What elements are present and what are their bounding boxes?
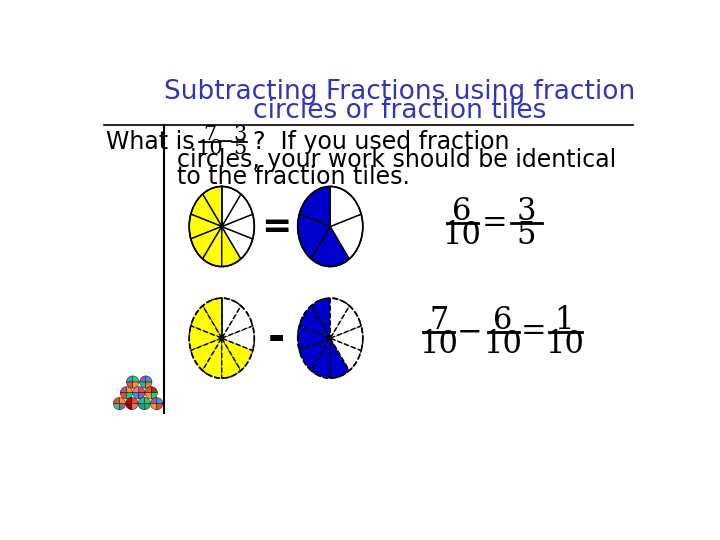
Wedge shape	[120, 387, 127, 393]
Polygon shape	[222, 186, 241, 226]
Polygon shape	[222, 338, 241, 378]
Wedge shape	[140, 382, 145, 388]
Wedge shape	[138, 397, 144, 403]
Wedge shape	[126, 403, 132, 410]
Polygon shape	[222, 298, 241, 338]
Polygon shape	[222, 214, 254, 239]
Text: 5: 5	[233, 139, 246, 158]
Text: 5: 5	[516, 220, 536, 251]
Polygon shape	[330, 338, 349, 378]
Wedge shape	[132, 376, 139, 382]
Wedge shape	[157, 403, 163, 410]
Wedge shape	[127, 387, 132, 393]
Wedge shape	[113, 397, 120, 403]
Polygon shape	[297, 214, 330, 259]
Text: 10: 10	[197, 139, 223, 158]
Text: -: -	[267, 317, 284, 359]
Polygon shape	[202, 298, 222, 338]
Polygon shape	[191, 194, 222, 226]
Polygon shape	[311, 298, 330, 338]
Polygon shape	[330, 186, 361, 226]
Wedge shape	[132, 397, 138, 403]
Wedge shape	[132, 403, 138, 410]
Text: ?  If you used fraction: ? If you used fraction	[253, 130, 509, 154]
Wedge shape	[127, 376, 132, 382]
Text: 3: 3	[516, 195, 536, 227]
Wedge shape	[120, 397, 126, 403]
Wedge shape	[127, 382, 132, 388]
Polygon shape	[311, 226, 349, 267]
Polygon shape	[311, 338, 330, 378]
Polygon shape	[222, 338, 253, 370]
Text: −: −	[457, 316, 482, 348]
Text: 7: 7	[429, 305, 449, 336]
Wedge shape	[139, 393, 145, 399]
Polygon shape	[222, 306, 253, 338]
Wedge shape	[145, 376, 152, 382]
Text: =: =	[482, 208, 508, 239]
Polygon shape	[189, 326, 222, 350]
Polygon shape	[202, 226, 222, 267]
Text: 10: 10	[545, 329, 584, 360]
Text: 7: 7	[204, 125, 217, 144]
Polygon shape	[297, 326, 330, 350]
Wedge shape	[132, 382, 139, 388]
Text: 6: 6	[493, 305, 513, 336]
Text: 1: 1	[554, 305, 574, 336]
Wedge shape	[151, 393, 158, 399]
Wedge shape	[127, 393, 132, 399]
Polygon shape	[222, 226, 253, 259]
Wedge shape	[151, 387, 158, 393]
Wedge shape	[138, 403, 144, 410]
Wedge shape	[132, 387, 139, 393]
Wedge shape	[132, 393, 139, 399]
Text: −: −	[215, 131, 234, 153]
Wedge shape	[140, 376, 145, 382]
Text: circles or fraction tiles: circles or fraction tiles	[253, 98, 546, 124]
Polygon shape	[300, 186, 330, 226]
Text: =: =	[521, 316, 546, 348]
Text: =: =	[261, 210, 291, 244]
Polygon shape	[189, 214, 222, 239]
Wedge shape	[144, 397, 150, 403]
Text: to the fraction tiles.: to the fraction tiles.	[177, 165, 410, 189]
Wedge shape	[126, 397, 132, 403]
Wedge shape	[145, 393, 151, 399]
Polygon shape	[191, 306, 222, 338]
Polygon shape	[222, 226, 241, 267]
Polygon shape	[300, 338, 330, 370]
Wedge shape	[150, 403, 157, 410]
Polygon shape	[191, 226, 222, 259]
Polygon shape	[330, 214, 363, 259]
Text: circles, your work should be identical: circles, your work should be identical	[177, 147, 616, 172]
Polygon shape	[330, 338, 361, 370]
Wedge shape	[150, 397, 157, 403]
Wedge shape	[145, 387, 151, 393]
Polygon shape	[330, 326, 363, 350]
Wedge shape	[145, 382, 152, 388]
Text: What is: What is	[106, 130, 194, 154]
Polygon shape	[330, 298, 349, 338]
Wedge shape	[120, 403, 126, 410]
Polygon shape	[222, 326, 254, 350]
Polygon shape	[222, 194, 253, 226]
Polygon shape	[330, 306, 361, 338]
Text: 10: 10	[419, 329, 458, 360]
Text: 10: 10	[443, 220, 482, 251]
Text: Subtracting Fractions using fraction: Subtracting Fractions using fraction	[164, 79, 636, 105]
Polygon shape	[202, 186, 222, 226]
Wedge shape	[139, 387, 145, 393]
Text: 6: 6	[452, 195, 472, 227]
Wedge shape	[144, 403, 150, 410]
Text: 10: 10	[484, 329, 523, 360]
Polygon shape	[191, 338, 222, 370]
Wedge shape	[120, 393, 127, 399]
Text: 3: 3	[233, 125, 246, 144]
Polygon shape	[202, 338, 222, 378]
Wedge shape	[113, 403, 120, 410]
Polygon shape	[300, 306, 330, 338]
Wedge shape	[157, 397, 163, 403]
